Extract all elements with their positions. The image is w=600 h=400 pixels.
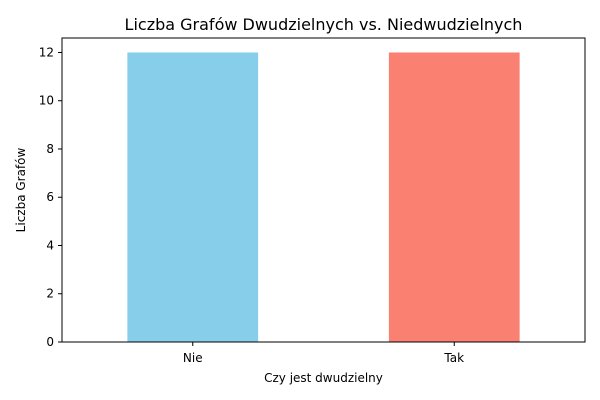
y-tick-label: 12 — [39, 45, 54, 59]
y-axis: 0 2 4 6 8 10 12 — [39, 45, 62, 349]
x-tick-label: Tak — [443, 351, 464, 365]
x-tick-label: Nie — [183, 351, 203, 365]
y-tick-label: 0 — [46, 335, 54, 349]
bar-nie — [127, 52, 259, 342]
bar-tak — [388, 52, 520, 342]
x-axis-label: Czy jest dwudzielny — [264, 371, 383, 385]
chart-title: Liczba Grafów Dwudzielnych vs. Niedwudzi… — [125, 15, 523, 34]
y-tick-label: 2 — [46, 287, 54, 301]
y-tick-label: 8 — [46, 142, 54, 156]
y-tick-label: 10 — [39, 94, 54, 108]
plot-area-frame — [61, 37, 586, 343]
bars-group — [127, 52, 520, 342]
y-tick-label: 4 — [46, 238, 54, 252]
y-axis-label: Liczba Grafów — [14, 147, 28, 232]
y-tick-label: 6 — [46, 190, 54, 204]
x-axis: Nie Tak — [183, 342, 464, 365]
